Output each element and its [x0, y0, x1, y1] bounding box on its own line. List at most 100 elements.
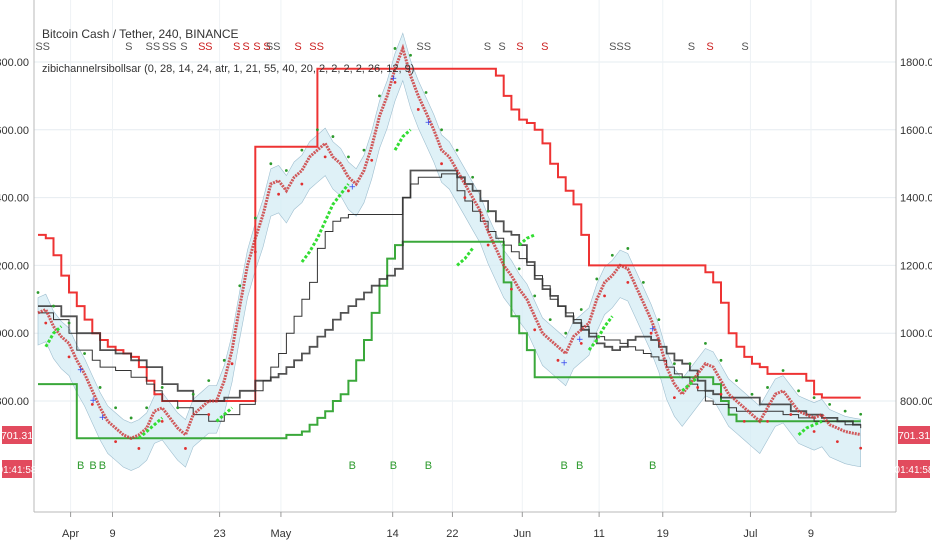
blue-cross-marker: +	[99, 413, 107, 423]
red-dot	[137, 447, 141, 450]
blue-cross-marker: +	[425, 118, 433, 128]
y-tick-label-right: 1400.00	[900, 193, 932, 205]
green-dot	[315, 128, 319, 132]
red-dot	[626, 280, 630, 284]
chart-title: Bitcoin Cash / Tether, 240, BINANCE	[42, 27, 239, 41]
sell-signal-label: SS	[309, 41, 324, 53]
sell-signal-label: SS	[162, 41, 177, 53]
sell-signal-label: S	[263, 41, 270, 53]
lime-trend-segment	[215, 406, 233, 423]
green-dot	[704, 341, 707, 345]
y-tick-label-right: 1600.00	[900, 125, 932, 137]
lime-trend-segment	[44, 325, 63, 348]
x-axis-ticks: Apr 9 23 May 14 22 Jun 11 19 Jul 9	[62, 512, 814, 540]
sell-signal-label: S	[741, 41, 748, 53]
black-upper-line	[38, 169, 861, 426]
green-dot	[145, 406, 149, 410]
timer-badge-left: 01:41:58	[0, 460, 37, 478]
price-badge-left: 701.31	[1, 426, 33, 444]
red-dot	[416, 108, 420, 111]
green-dot	[455, 148, 459, 152]
red-dot	[323, 155, 327, 159]
green-dot	[300, 148, 304, 152]
black-lower-line	[38, 173, 862, 429]
x-tick-label: 23	[213, 528, 225, 540]
red-dot	[742, 419, 746, 423]
y-tick-label-right: 1200.00	[900, 260, 932, 272]
sell-signal-label: SS	[416, 41, 431, 53]
x-tick-label: May	[271, 528, 292, 540]
red-dot	[696, 386, 700, 389]
svg-text:701.31: 701.31	[898, 430, 930, 442]
red-dot	[393, 80, 397, 84]
green-dot	[238, 284, 242, 288]
green-dot	[269, 162, 273, 166]
green-dot	[548, 318, 552, 322]
sell-signal-label: S	[484, 41, 491, 53]
green-dot	[114, 406, 118, 410]
red-dot	[812, 430, 816, 433]
red-dot	[510, 287, 513, 291]
x-tick-label: 11	[593, 528, 604, 540]
price-badge-right: 701.31	[898, 426, 930, 444]
svg-text:01:41:58: 01:41:58	[0, 465, 37, 476]
y-tick-label-right: 1000.00	[900, 328, 932, 340]
price-markers: +++++++++	[36, 47, 863, 450]
green-dot	[471, 175, 475, 179]
sell-signal-label: S	[688, 41, 695, 53]
bollinger-band	[37, 32, 861, 471]
sell-signal-label: SS	[35, 41, 50, 53]
red-dot	[160, 419, 164, 423]
green-dot	[812, 396, 816, 400]
green-dot	[362, 148, 366, 152]
red-dot	[859, 446, 863, 450]
sell-signal-label: S	[706, 41, 713, 53]
red-dot	[673, 396, 676, 400]
green-dot	[424, 91, 428, 94]
green-dot	[579, 308, 583, 311]
sell-signal-label: S	[125, 41, 132, 53]
y-tick-label-left: 1400.00	[0, 193, 29, 205]
y-tick-label-left: 1000.00	[0, 328, 29, 340]
green-dot	[735, 379, 738, 383]
x-tick-label: Jul	[743, 528, 757, 540]
green-dot	[626, 247, 630, 250]
green-dot	[533, 294, 537, 298]
green-dot	[176, 406, 180, 410]
green-dot	[83, 352, 86, 355]
red-dot	[766, 419, 769, 423]
lime-trend-segment	[137, 416, 164, 440]
lime-trend-segment	[300, 183, 350, 263]
y-tick-label-right: 1800.00	[900, 57, 932, 69]
blue-cross-marker: +	[89, 396, 97, 406]
green-dot	[52, 304, 55, 308]
green-dot	[253, 216, 257, 220]
sell-signal-label: SS	[266, 41, 281, 53]
svg-text:01:41:58: 01:41:58	[895, 465, 932, 476]
green-dot	[673, 362, 676, 366]
red-dot	[90, 402, 94, 406]
red-dot	[440, 162, 443, 166]
red-dot	[370, 158, 374, 162]
green-dot	[843, 409, 847, 413]
y-tick-label-left: 1200.00	[0, 260, 29, 272]
blue-cross-marker: +	[560, 359, 568, 369]
blue-cross-marker: +	[390, 74, 398, 84]
lime-trend-segment	[518, 233, 536, 247]
green-dot	[378, 94, 381, 98]
red-dot	[114, 440, 118, 444]
green-dot	[67, 321, 71, 325]
red-dot	[230, 362, 234, 366]
lime-trend-segment	[681, 376, 699, 392]
sell-signal-label: SSS	[609, 41, 631, 53]
indicator-label: zibichannelrsibollsar (0, 28, 14, 24, at…	[42, 63, 414, 75]
green-dot	[719, 358, 723, 362]
buy-signal-label: B	[77, 460, 84, 472]
y-axis-ticks: 800.00 800.00 1000.00 1000.00 1200.00 1200.00…	[0, 57, 932, 408]
x-tick-label: Jun	[513, 528, 531, 540]
green-dot	[331, 135, 335, 138]
green-dot	[409, 53, 412, 57]
y-tick-label-left: 1800.00	[0, 57, 29, 69]
sell-signal-label: S	[294, 41, 301, 53]
